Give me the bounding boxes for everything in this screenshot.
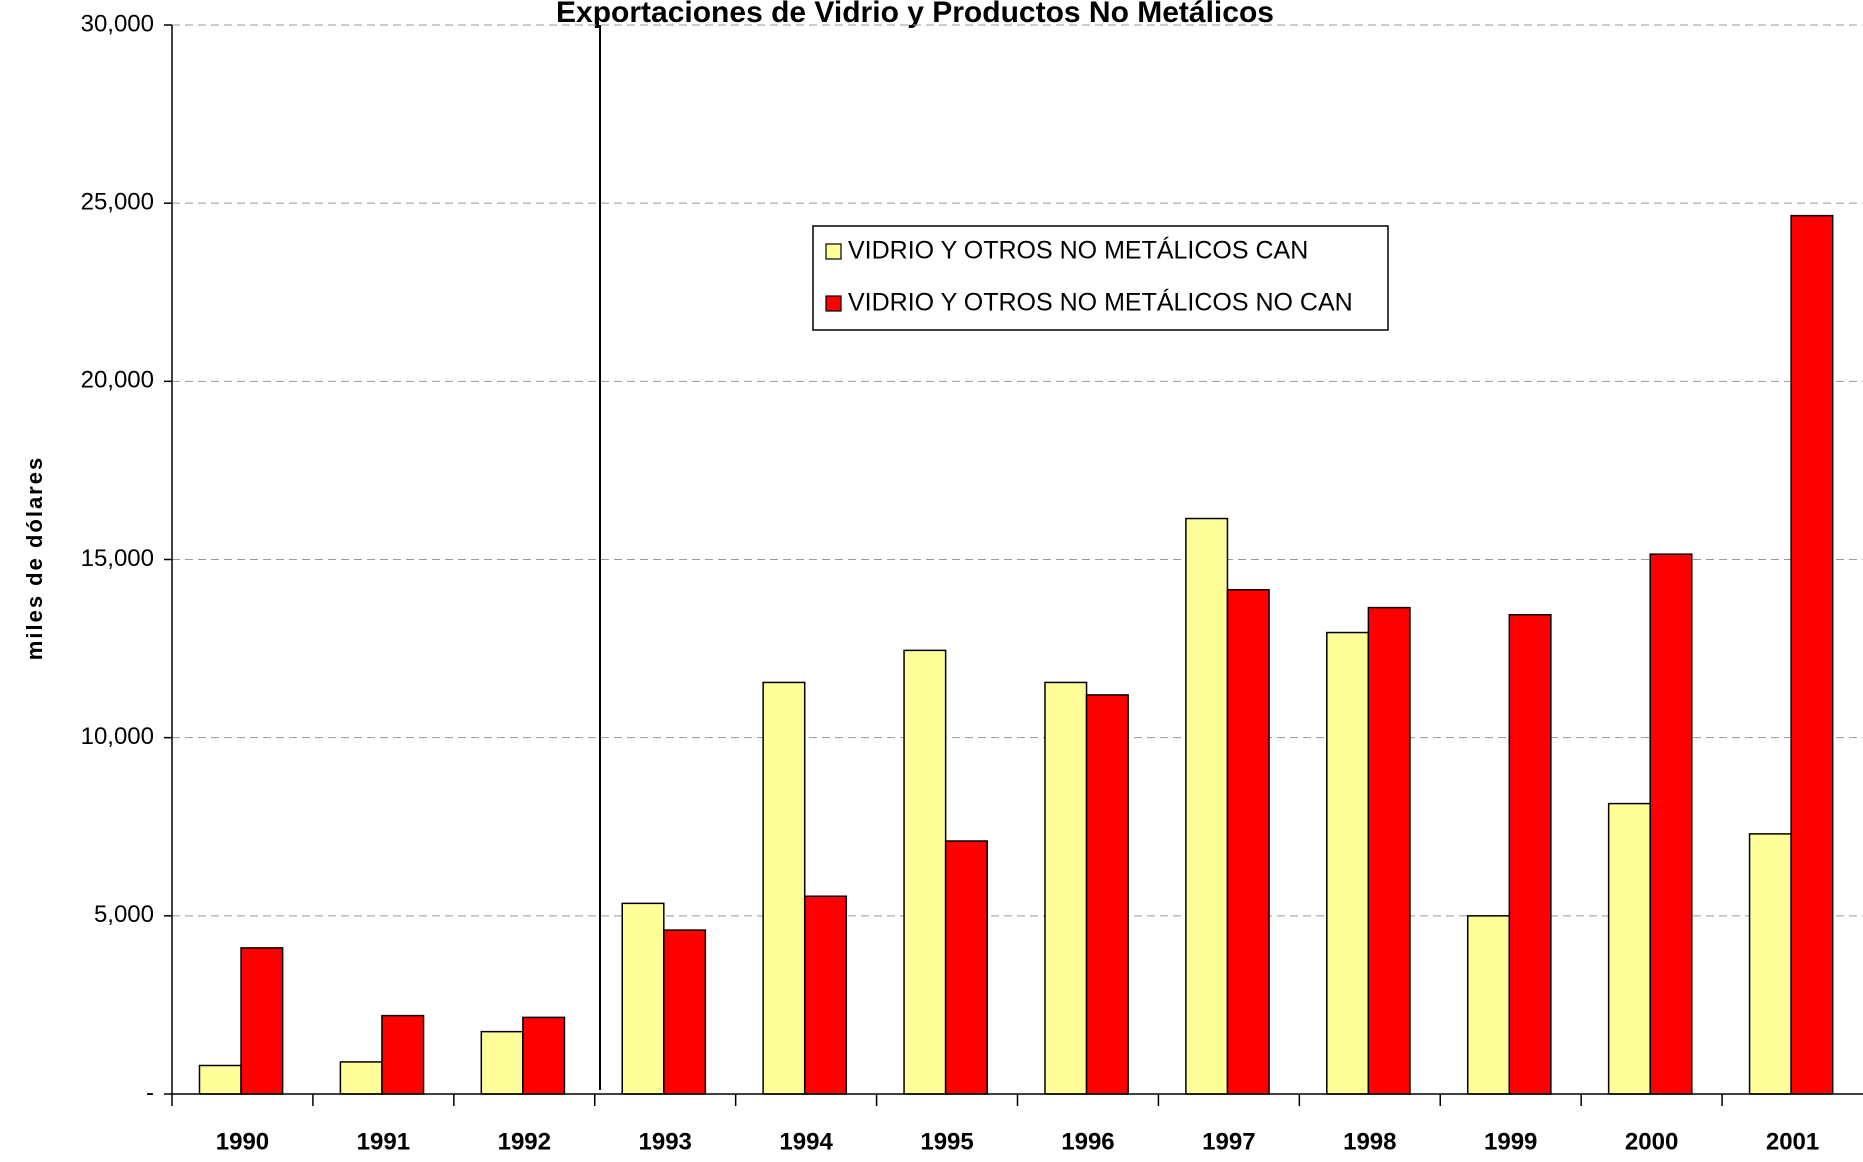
bar [522, 1016, 566, 1095]
bar [944, 840, 988, 1095]
bar [1085, 694, 1129, 1095]
x-tick-label: 1991 [357, 1128, 410, 1155]
x-tick-label: 1995 [920, 1128, 973, 1155]
x-tick-label: 2000 [1625, 1128, 1678, 1155]
legend-swatch [825, 243, 842, 260]
y-tick-label: 25,000 [81, 189, 154, 216]
y-tick-label: 20,000 [81, 367, 154, 394]
bar [1748, 833, 1792, 1095]
legend-swatch [825, 295, 842, 312]
x-tick-label: 1990 [216, 1128, 269, 1155]
y-tick-label: 15,000 [81, 545, 154, 572]
x-tick-label: 1996 [1061, 1128, 1114, 1155]
bar [1226, 589, 1270, 1095]
bar [381, 1014, 425, 1095]
bar [1367, 606, 1411, 1095]
y-tick-label: 30,000 [81, 10, 154, 37]
bar [240, 947, 284, 1095]
x-tick-label: 1992 [498, 1128, 551, 1155]
bar [1466, 915, 1511, 1095]
bar [1649, 553, 1693, 1095]
legend-label: VIDRIO Y OTROS NO METÁLICOS NO CAN [848, 288, 1353, 317]
bar [480, 1030, 524, 1095]
bar [762, 681, 806, 1095]
x-tick-label: 2001 [1766, 1128, 1819, 1155]
bar [663, 929, 707, 1095]
x-tick-label: 1997 [1202, 1128, 1255, 1155]
bar [198, 1064, 242, 1095]
bar [1790, 214, 1834, 1095]
y-tick-label: 10,000 [81, 723, 154, 750]
bar [1185, 517, 1229, 1095]
legend-label: VIDRIO Y OTROS NO METÁLICOS CAN [848, 236, 1308, 265]
y-tick-label: - [146, 1079, 154, 1106]
bar [1607, 802, 1651, 1095]
y-tick-label: 5,000 [94, 901, 154, 928]
x-tick-label: 1998 [1343, 1128, 1396, 1155]
x-tick-label: 1999 [1484, 1128, 1537, 1155]
bar [1508, 613, 1552, 1095]
y-axis-label: miles de dólares [22, 456, 47, 660]
bar [903, 649, 947, 1095]
legend [812, 225, 1389, 331]
bar [1326, 631, 1370, 1095]
bar [339, 1061, 383, 1095]
x-tick-label: 1994 [779, 1128, 833, 1155]
bar [621, 902, 665, 1095]
bar [803, 895, 848, 1095]
bar [1044, 681, 1088, 1095]
chart-title: Exportaciones de Vidrio y Productos No M… [556, 0, 1274, 29]
x-tick-label: 1993 [639, 1128, 692, 1155]
plot-area [172, 24, 1863, 917]
